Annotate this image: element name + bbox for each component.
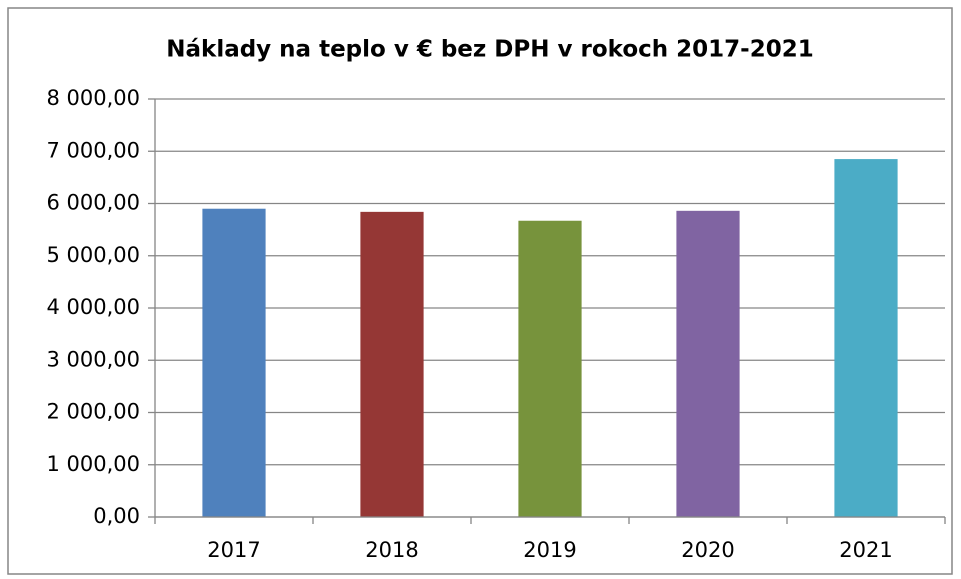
x-tick-label: 2019 <box>523 538 576 562</box>
bar <box>676 210 740 517</box>
y-tick-label: 0,00 <box>93 504 140 528</box>
y-tick-label: 5 000,00 <box>46 243 140 267</box>
x-tick-label: 2020 <box>681 538 734 562</box>
x-tick-label: 2018 <box>365 538 418 562</box>
bar <box>360 211 424 518</box>
x-tick-label: 2021 <box>839 538 892 562</box>
bar <box>202 208 266 517</box>
chart-frame <box>7 7 953 575</box>
x-tick-label: 2017 <box>207 538 260 562</box>
y-tick-label: 3 000,00 <box>46 347 140 371</box>
bar <box>518 220 582 517</box>
bar <box>834 159 898 517</box>
y-tick-label: 4 000,00 <box>46 295 140 319</box>
y-tick-label: 7 000,00 <box>46 138 140 162</box>
y-tick-label: 8 000,00 <box>46 86 140 110</box>
y-tick-label: 2 000,00 <box>46 400 140 424</box>
y-tick-label: 6 000,00 <box>46 191 140 215</box>
y-tick-label: 1 000,00 <box>46 452 140 476</box>
chart-title: Náklady na teplo v € bez DPH v rokoch 20… <box>166 37 813 63</box>
